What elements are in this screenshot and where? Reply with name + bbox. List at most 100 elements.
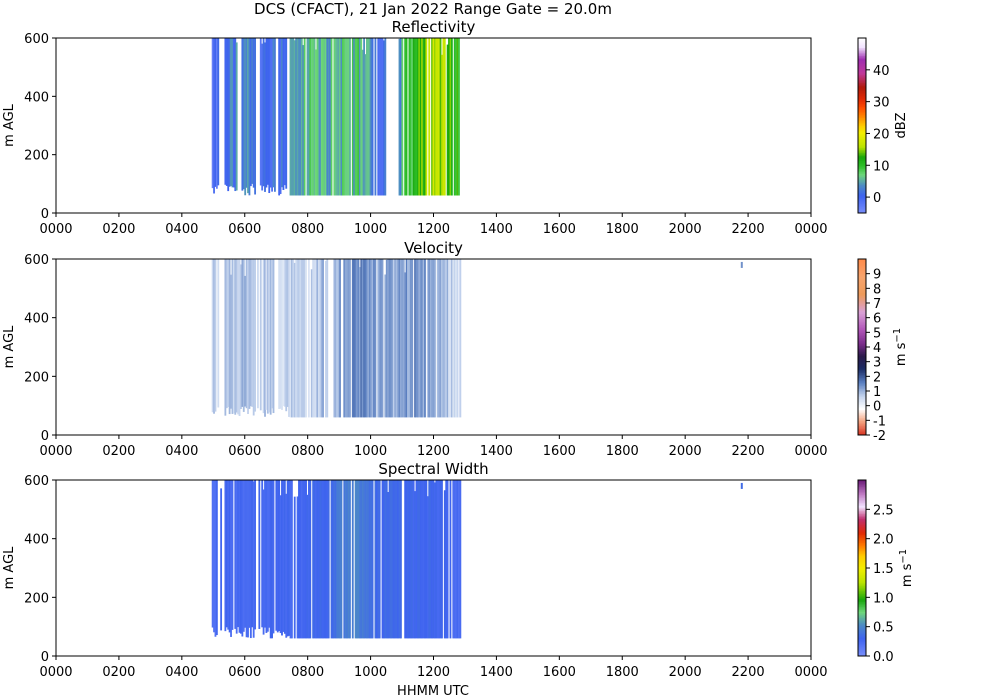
colorbar-tick-label: 0.0 <box>873 650 894 665</box>
colorbar-segment <box>858 388 866 391</box>
echo-column <box>426 496 429 639</box>
echo-column <box>265 259 268 410</box>
colorbar-segment <box>858 584 866 587</box>
colorbar-segment <box>858 211 866 214</box>
echo-column <box>392 259 395 418</box>
colorbar-segment <box>858 136 866 139</box>
echo-column <box>264 42 266 192</box>
colorbar-tick-label: 0 <box>873 191 881 206</box>
colorbar-segment <box>858 521 866 524</box>
colorbar-segment <box>858 163 866 166</box>
colorbar-segment <box>858 604 866 607</box>
echo-column <box>240 480 242 634</box>
echo-column <box>247 38 249 194</box>
colorbar-segment <box>858 275 866 278</box>
echo-column <box>299 480 302 639</box>
echo-column <box>271 259 273 409</box>
echo-column <box>276 480 279 633</box>
colorbar-segment <box>858 331 866 334</box>
echo-column <box>443 259 446 418</box>
echo-column <box>306 38 309 196</box>
echo-column <box>300 38 303 196</box>
colorbar-segment <box>858 147 866 150</box>
colorbar-segment <box>858 139 866 142</box>
echo-column <box>303 480 306 639</box>
colorbar-segment <box>858 616 866 619</box>
colorbar-tick-label: -1 <box>873 414 886 429</box>
colorbar-segment <box>858 423 866 426</box>
echo-column <box>300 259 303 418</box>
echo-column <box>361 49 364 196</box>
colorbar-segment <box>858 590 866 593</box>
echo-column <box>281 38 283 188</box>
echo-column <box>254 480 257 630</box>
colorbar-segment <box>858 311 866 314</box>
colorbar-segment <box>858 203 866 206</box>
echo-column <box>354 38 357 196</box>
echo-column <box>241 259 244 407</box>
colorbar-segment <box>858 529 866 532</box>
echo-column <box>458 259 460 418</box>
colorbar-segment <box>858 608 866 611</box>
echo-column <box>252 259 255 416</box>
echo-column <box>234 38 237 192</box>
echo-column <box>428 38 431 196</box>
colorbar-segment <box>858 146 866 149</box>
echo-column <box>436 480 439 639</box>
x-tick-label: 1000 <box>354 444 387 459</box>
echo-column <box>251 259 254 407</box>
y-tick-label: 0 <box>41 650 49 665</box>
echo-column <box>296 496 299 639</box>
echo-column <box>227 38 230 192</box>
colorbar-segment <box>858 201 866 204</box>
echo-column <box>459 259 462 418</box>
echo-column <box>453 480 456 639</box>
echo-column <box>409 480 412 639</box>
echo-column <box>449 259 452 418</box>
echo-column <box>220 488 223 631</box>
colorbar-segment <box>858 209 866 212</box>
colorbar-segment <box>858 319 866 322</box>
echo-column <box>409 38 412 196</box>
colorbar-segment <box>858 195 866 198</box>
colorbar-segment <box>858 515 866 518</box>
echo-column <box>317 259 320 418</box>
colorbar-segment <box>858 401 866 404</box>
colorbar-segment <box>858 417 866 420</box>
colorbar-segment <box>858 263 866 266</box>
echo-column <box>225 38 228 186</box>
colorbar-segment <box>858 326 866 329</box>
colorbar-segment <box>858 42 866 45</box>
colorbar-segment <box>858 620 866 623</box>
colorbar-segment <box>858 279 866 282</box>
colorbar-segment <box>858 138 866 141</box>
colorbar-segment <box>858 205 866 208</box>
echo-column <box>439 38 442 196</box>
echo-column <box>387 492 390 639</box>
echo-column <box>337 38 340 196</box>
echo-field <box>211 259 743 418</box>
echo-column <box>450 38 453 196</box>
colorbar-segment <box>858 162 866 165</box>
x-tick-label: 0000 <box>794 222 827 237</box>
colorbar-segment <box>858 114 866 117</box>
colorbar-segment <box>858 600 866 603</box>
colorbar-segment <box>858 571 866 574</box>
colorbar-segment <box>858 265 866 268</box>
x-tick-label: 0400 <box>165 665 198 680</box>
echo-column <box>458 480 460 639</box>
colorbar-segment <box>858 633 866 636</box>
colorbar-segment <box>858 166 866 169</box>
echo-column <box>349 259 351 418</box>
echo-column <box>238 480 241 633</box>
echo-column <box>252 481 255 638</box>
echo-column <box>395 259 398 418</box>
colorbar-segment <box>858 638 866 641</box>
echo-column <box>234 480 237 629</box>
colorbar-segment <box>858 332 866 335</box>
colorbar-segment <box>858 173 866 176</box>
echo-column <box>408 38 411 196</box>
colorbar-segment <box>858 123 866 126</box>
